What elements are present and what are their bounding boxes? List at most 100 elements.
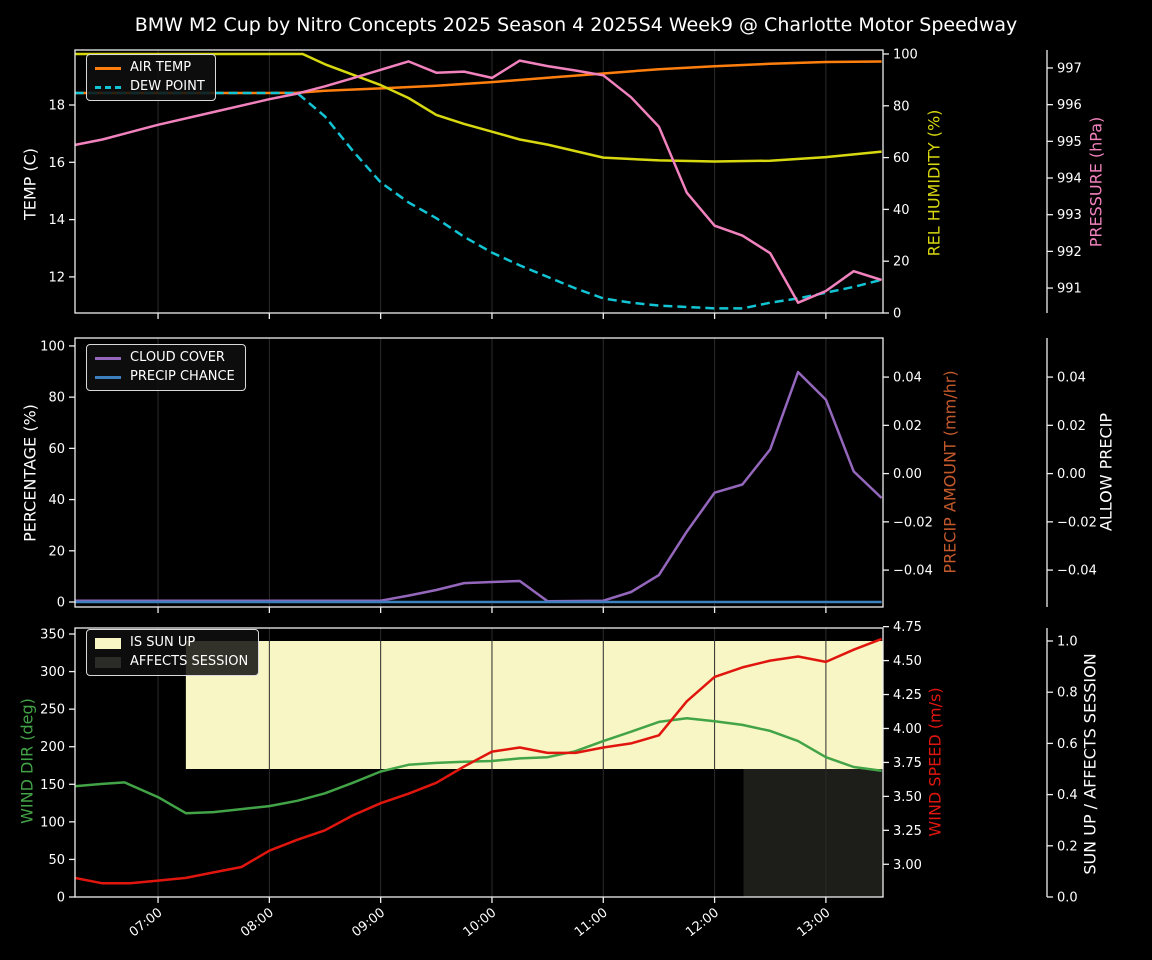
chart-title: BMW M2 Cup by Nitro Concepts 2025 Season…	[134, 14, 1018, 36]
y-tick-label: 0.02	[1057, 419, 1086, 434]
y-tick-label: 0	[893, 307, 901, 322]
affects-session-patch-swatch	[95, 656, 121, 668]
y-tick-label: 14	[48, 213, 65, 228]
y-tick-label: 60	[48, 442, 65, 457]
legend-sun-session: IS SUN UP AFFECTS SESSION	[86, 629, 260, 676]
y-tick-label: 12	[48, 270, 65, 285]
legend-item-precip-chance: PRECIP CHANCE	[95, 369, 235, 385]
y-tick-label: 0	[57, 891, 65, 906]
y-tick-label: 0.8	[1057, 686, 1078, 701]
axis-title-rel-humidity: REL HUMIDITY (%)	[924, 109, 944, 257]
legend-label: DEW POINT	[130, 79, 205, 94]
precip-chance-line-swatch	[95, 375, 121, 379]
legend-label: CLOUD COVER	[130, 350, 225, 365]
region-affects-session	[743, 769, 883, 897]
series-line-wind-speed	[74, 637, 883, 885]
y-tick-label: 0	[57, 596, 65, 611]
y-tick-label: 150	[40, 778, 65, 793]
y-tick-label: 0.04	[893, 371, 922, 386]
y-tick-label: 200	[40, 740, 65, 755]
y-tick-label: 4.25	[893, 688, 922, 703]
y-tick-label: 992	[1057, 245, 1082, 260]
is-sun-up-patch-swatch	[95, 637, 121, 649]
axis-title-sun-up: SUN UP / AFFECTS SESSION	[1080, 653, 1100, 875]
y-tick-label: 3.75	[893, 756, 922, 771]
x-tick-label: 08:00	[238, 905, 277, 940]
x-tick-label: 11:00	[572, 905, 611, 940]
y-tick-label: 80	[893, 99, 910, 114]
y-tick-label: 993	[1057, 208, 1082, 223]
y-tick-label: 100	[40, 339, 65, 354]
y-tick-label: 20	[48, 544, 65, 559]
legend-item-is-sun-up: IS SUN UP	[95, 635, 248, 651]
y-tick-label: 0.6	[1057, 737, 1078, 752]
y-tick-label: 1.0	[1057, 635, 1078, 650]
y-tick-label: 3.00	[893, 858, 922, 873]
x-tick-label: 10:00	[461, 905, 500, 940]
y-tick-label: 0.2	[1057, 839, 1078, 854]
legend-label: IS SUN UP	[130, 635, 196, 650]
y-tick-label: 40	[48, 493, 65, 508]
y-tick-label: −0.04	[1057, 564, 1097, 579]
y-tick-label: 997	[1057, 61, 1082, 76]
y-tick-label: 100	[40, 815, 65, 830]
plot-frame	[74, 337, 884, 608]
y-tick-label: 50	[48, 853, 65, 868]
y-tick-label: 991	[1057, 282, 1082, 297]
y-tick-label: 3.25	[893, 824, 922, 839]
y-tick-label: −0.02	[1057, 515, 1097, 530]
x-tick-label: 13:00	[795, 905, 834, 940]
axis-title-pressure: PRESSURE (hPa)	[1086, 116, 1106, 248]
y-tick-label: 60	[893, 151, 910, 166]
legend-percentage: CLOUD COVER PRECIP CHANCE	[86, 344, 246, 391]
legend-item-cloud-cover: CLOUD COVER	[95, 350, 235, 366]
series-line-pressure	[74, 59, 882, 304]
legend-label: AFFECTS SESSION	[130, 654, 249, 669]
axis-title-allow-precip: ALLOW PRECIP	[1096, 412, 1116, 532]
plot-frame	[74, 49, 884, 314]
y-tick-label: 100	[893, 47, 918, 62]
series-line-cloud-cover	[74, 370, 883, 603]
axis-title-precip-amount: PRECIP AMOUNT (mm/hr)	[940, 370, 960, 574]
y-tick-label: 4.00	[893, 722, 922, 737]
y-tick-label: 18	[48, 99, 65, 114]
y-tick-label: 0.02	[893, 419, 922, 434]
cloud-cover-line-swatch	[95, 356, 121, 360]
legend-label: AIR TEMP	[130, 60, 192, 75]
axis-title-wind-speed: WIND SPEED (m/s)	[925, 687, 945, 837]
legend-label: PRECIP CHANCE	[130, 369, 235, 384]
y-tick-label: 996	[1057, 98, 1082, 113]
y-tick-label: 0.00	[893, 467, 922, 482]
legend-item-dew-point: DEW POINT	[95, 79, 205, 95]
y-tick-label: 0.04	[1057, 371, 1086, 386]
y-tick-label: −0.04	[893, 564, 933, 579]
series-line-dew-point	[74, 91, 882, 310]
legend-item-affects-session: AFFECTS SESSION	[95, 654, 248, 670]
y-tick-label: 20	[893, 255, 910, 270]
air-temp-line-swatch	[95, 66, 121, 70]
series-line-rel-humidity	[74, 52, 882, 163]
x-tick-label: 07:00	[127, 905, 166, 940]
dew-point-line-swatch	[95, 85, 121, 89]
y-tick-label: 0.0	[1057, 891, 1078, 906]
y-tick-label: 0.4	[1057, 788, 1078, 803]
y-tick-label: 3.50	[893, 790, 922, 805]
axis-title-percentage: PERCENTAGE (%)	[20, 404, 40, 542]
y-tick-label: 350	[40, 628, 65, 643]
y-tick-label: 250	[40, 703, 65, 718]
y-tick-label: 4.50	[893, 654, 922, 669]
x-tick-label: 09:00	[349, 905, 388, 940]
y-tick-label: 4.75	[893, 620, 922, 635]
axis-title-temp: TEMP (C)	[20, 147, 40, 221]
series-line-wind-dir	[74, 716, 882, 815]
y-tick-label: 40	[893, 203, 910, 218]
legend-temperature: AIR TEMP DEW POINT	[86, 54, 216, 101]
y-tick-label: 300	[40, 665, 65, 680]
y-tick-label: −0.02	[893, 515, 933, 530]
y-tick-label: 994	[1057, 172, 1082, 187]
axis-title-wind-dir: WIND DIR (deg)	[17, 698, 37, 824]
x-tick-label: 12:00	[683, 905, 722, 940]
y-tick-label: 0.00	[1057, 467, 1086, 482]
